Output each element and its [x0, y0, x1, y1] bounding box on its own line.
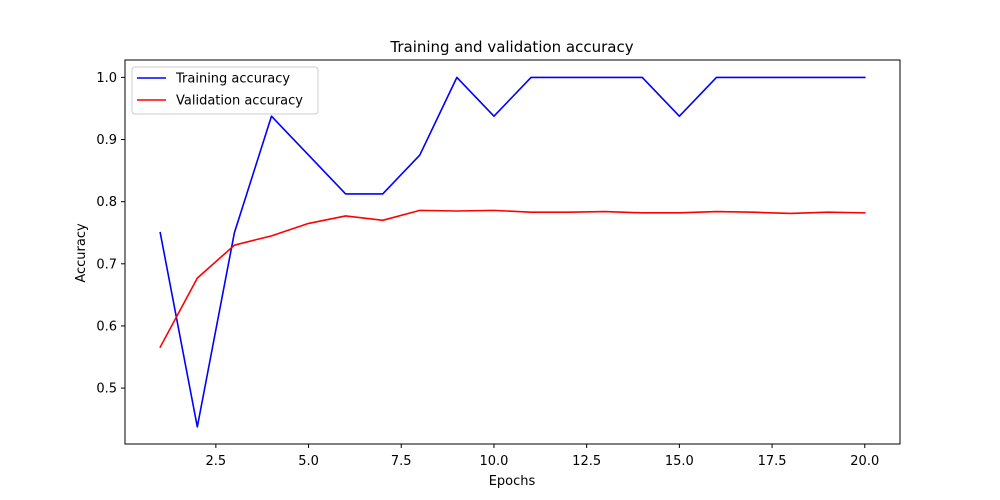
y-tick-label: 0.9 [96, 133, 117, 148]
chart-title: Training and validation accuracy [389, 38, 633, 56]
x-tick-label: 12.5 [572, 454, 601, 469]
legend-entries: Training accuracy Validation accuracy [137, 72, 303, 109]
y-tick-label: 0.5 [96, 382, 117, 397]
validation-accuracy-line [159, 209, 866, 349]
x-tick-label: 5.0 [298, 454, 319, 469]
legend-label-training-accuracy: Training accuracy [175, 72, 290, 87]
x-tick-label: 10.0 [479, 454, 508, 469]
legend: Training accuracy Validation accuracy [131, 66, 319, 115]
x-tick-label: 20.0 [850, 454, 879, 469]
y-tick-label: 1.0 [96, 71, 117, 86]
y-axis-label: Accuracy [74, 223, 89, 283]
x-axis-ticks: 2.5 5.0 7.5 10.0 12.5 15.0 17.5 20.0 [206, 444, 879, 469]
legend-label-validation-accuracy: Validation accuracy [176, 94, 303, 109]
y-tick-label: 0.7 [96, 257, 117, 272]
plot-area-frame [124, 59, 901, 445]
x-tick-label: 7.5 [391, 454, 412, 469]
x-tick-label: 2.5 [206, 454, 227, 469]
x-axis-label: Epochs [489, 474, 536, 489]
training-accuracy-line [159, 76, 866, 428]
y-tick-label: 0.6 [96, 319, 117, 334]
x-tick-label: 17.5 [758, 454, 787, 469]
y-tick-label: 0.8 [96, 195, 117, 210]
x-tick-label: 15.0 [665, 454, 694, 469]
series-layer [159, 76, 866, 428]
legend-box [131, 66, 319, 115]
y-axis-ticks: 0.5 0.6 0.7 0.8 0.9 1.0 [96, 71, 125, 397]
